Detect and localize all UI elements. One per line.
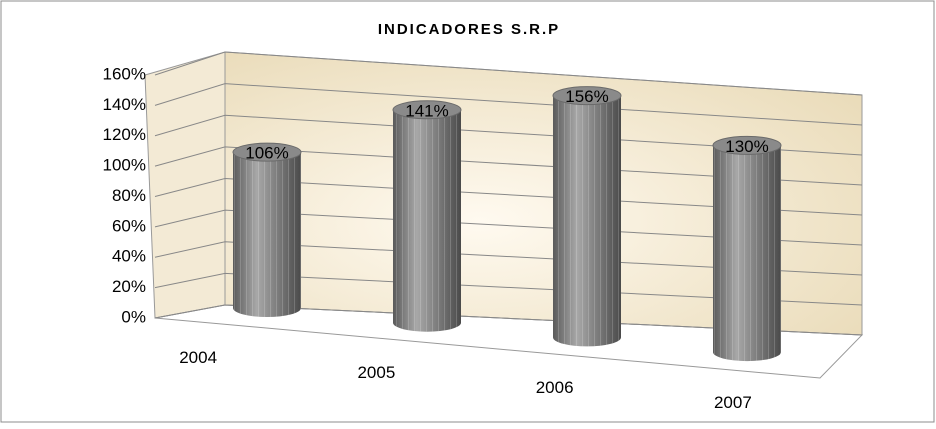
y-tick-label: 120%: [103, 125, 146, 144]
x-tick-label: 2006: [536, 378, 574, 397]
cylinder: [712, 135, 782, 362]
bar-top: [712, 135, 782, 155]
cylinder: [232, 142, 302, 317]
grid-line: [154, 83, 863, 126]
value-label: 106%: [245, 144, 288, 163]
chart-title: INDICADORES S.R.P: [378, 21, 560, 38]
value-label: 156%: [565, 87, 608, 106]
bar-top: [392, 100, 462, 120]
grid-line: [154, 177, 863, 216]
grid-line: [154, 114, 863, 156]
grid-line: [154, 146, 863, 186]
y-tick-label: 80%: [112, 186, 146, 205]
grid: 0% 20% 40% 60% 80% 100% 120% 140% 160%: [103, 51, 863, 336]
y-tick-label: 0%: [121, 307, 146, 326]
bar-stripes: [713, 145, 781, 362]
grid-line: [154, 304, 863, 336]
bar-top: [552, 86, 622, 106]
value-label: 130%: [725, 137, 768, 156]
x-tick-label: 2004: [179, 348, 217, 367]
grid-line: [154, 209, 863, 246]
cylinder: [552, 86, 622, 347]
value-label: 141%: [405, 101, 448, 120]
bar-stripes: [393, 109, 461, 332]
y-tick-label: 140%: [103, 95, 146, 114]
grid-line: [154, 272, 863, 306]
y-tick-label: 40%: [112, 247, 146, 266]
y-tick-label: 100%: [103, 156, 146, 175]
y-tick-label: 20%: [112, 277, 146, 296]
cylinder: [392, 100, 462, 332]
y-tick-label: 60%: [112, 216, 146, 235]
x-tick-label: 2005: [357, 363, 395, 382]
x-tick-label: 2007: [714, 393, 752, 412]
grid-line: [154, 241, 863, 276]
bar-stripes: [553, 95, 621, 347]
y-tick-label: 160%: [103, 64, 146, 83]
bar-stripes: [233, 152, 301, 317]
marks: 106% 2004 141% 2005 156% 2006 130% 2007: [179, 86, 782, 412]
side-wall: [144, 51, 226, 319]
grid-line: [154, 51, 863, 96]
bar-top: [232, 142, 302, 162]
